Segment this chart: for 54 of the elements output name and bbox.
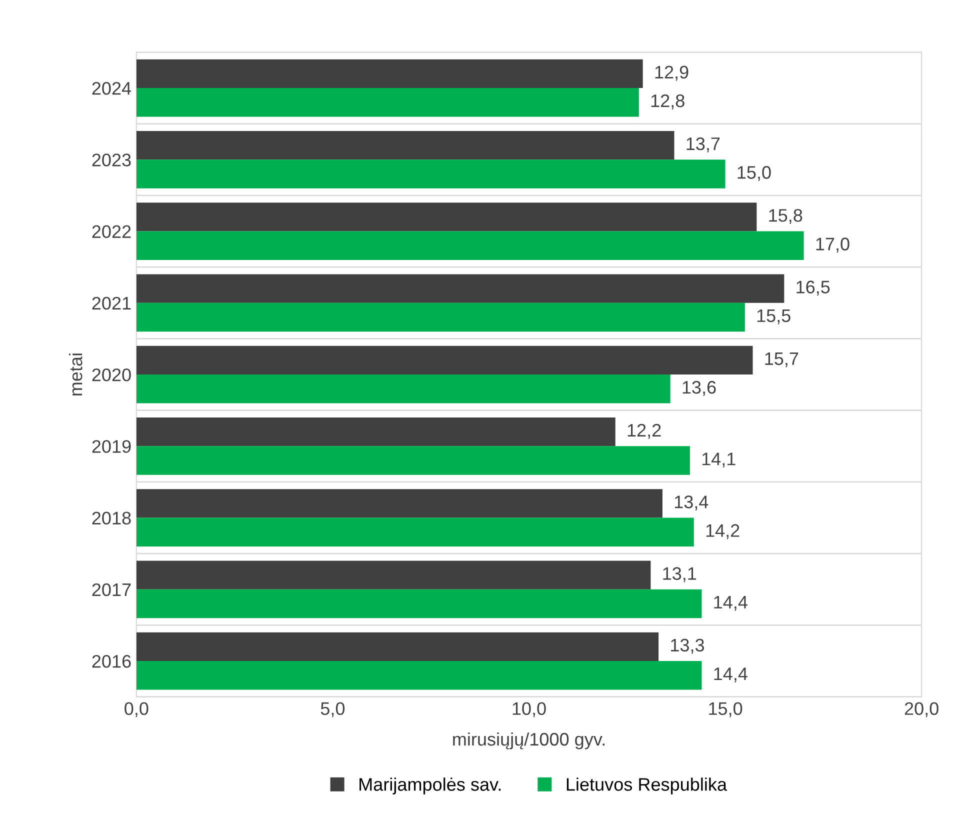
y-tick-label: 2022 <box>92 225 131 238</box>
bar <box>136 418 616 446</box>
bar <box>136 518 694 546</box>
bar <box>136 231 804 260</box>
data-label: 14,4 <box>714 596 748 611</box>
bar <box>136 202 757 232</box>
data-label: 13,4 <box>674 496 708 510</box>
data-label: 15,8 <box>769 209 802 224</box>
x-tick-label: 10,0 <box>512 702 546 718</box>
bar <box>136 489 662 518</box>
bar <box>136 632 659 662</box>
bar <box>136 346 753 375</box>
x-tick-label: 15,0 <box>709 702 742 718</box>
data-label: 16,5 <box>796 280 830 296</box>
y-tick-label: 2017 <box>92 583 131 596</box>
bar <box>136 160 726 188</box>
y-tick-label: 2018 <box>92 512 131 525</box>
bar <box>136 131 674 160</box>
bar <box>136 59 643 88</box>
bar <box>136 302 745 332</box>
data-label: 15,0 <box>738 166 771 181</box>
data-label: 14,2 <box>706 524 740 540</box>
y-tick-label: 2019 <box>92 440 131 453</box>
bar <box>136 274 784 303</box>
legend-label: Lietuvos Respublika <box>566 778 728 794</box>
bar <box>136 374 670 404</box>
data-label: 13,1 <box>663 567 696 582</box>
x-tick-label: 5,0 <box>320 702 345 718</box>
bar <box>136 88 639 117</box>
y-tick-label: 2021 <box>92 296 131 310</box>
data-label: 12,2 <box>628 424 661 439</box>
bar <box>136 589 702 618</box>
x-tick-label: 20,0 <box>904 702 938 718</box>
bar <box>136 446 690 475</box>
data-label: 14,4 <box>714 668 748 682</box>
data-label: 13,3 <box>671 638 704 654</box>
x-tick-label: 0,0 <box>124 702 148 718</box>
data-label: 12,9 <box>655 66 688 81</box>
data-label: 12,8 <box>651 94 684 110</box>
data-label: 13,6 <box>682 380 716 396</box>
data-label: 14,1 <box>702 452 736 468</box>
bar <box>136 560 651 590</box>
y-tick-label: 2016 <box>92 654 131 668</box>
data-label: 13,7 <box>686 137 720 152</box>
x-axis-title: mirusiųjų/1000 gyv. <box>453 732 604 750</box>
y-tick-label: 2024 <box>92 82 132 95</box>
y-axis-title: metai <box>69 354 82 396</box>
data-label: 17,0 <box>816 238 850 253</box>
bar <box>136 661 702 690</box>
y-tick-label: 2023 <box>92 154 131 166</box>
legend-label: Marijampolės sav. <box>360 778 501 794</box>
y-tick-label: 2020 <box>92 368 131 382</box>
data-label: 15,5 <box>757 309 790 324</box>
data-label: 15,7 <box>765 352 798 368</box>
